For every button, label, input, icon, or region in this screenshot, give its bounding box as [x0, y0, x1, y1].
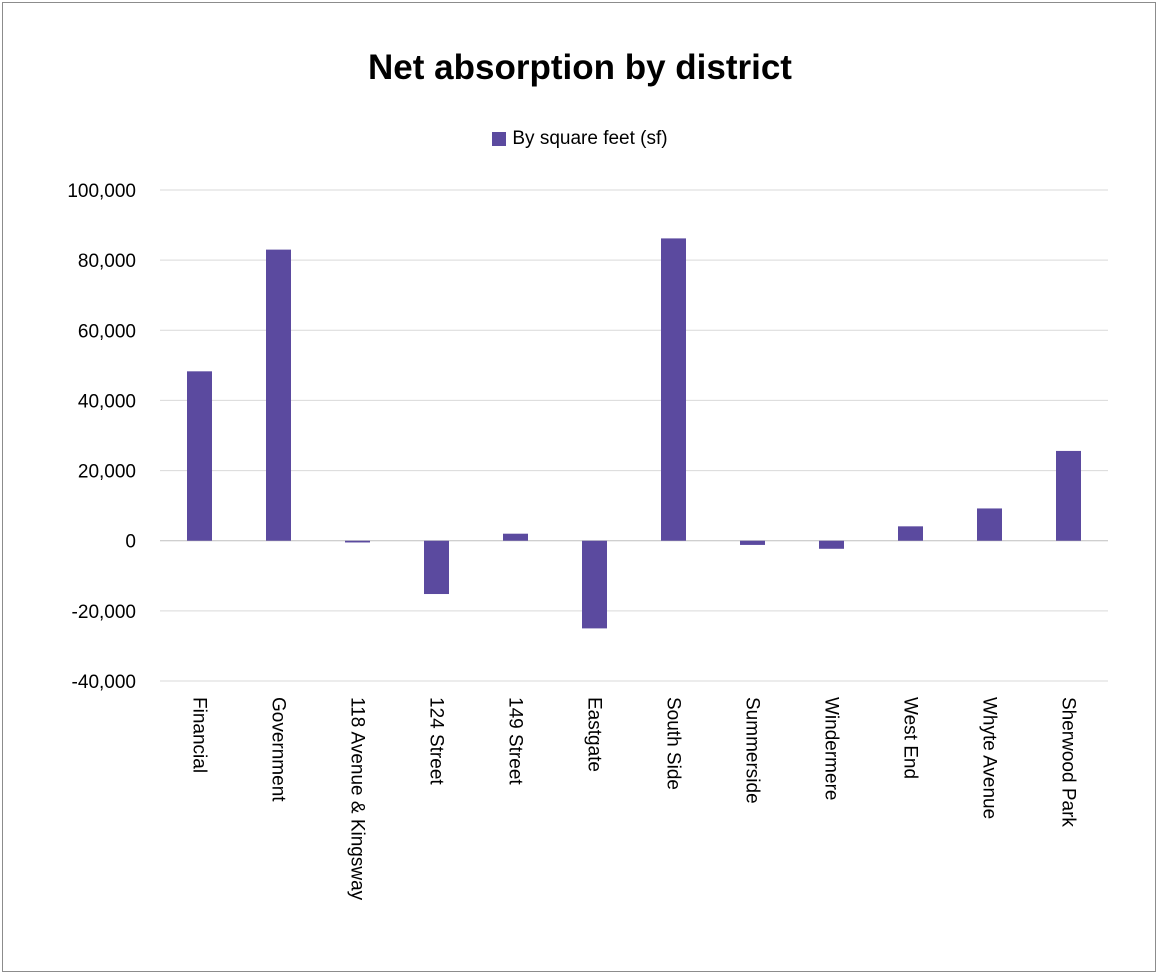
- x-tick-label: 124 Street: [426, 697, 447, 785]
- x-tick-label: Summerside: [742, 697, 763, 804]
- y-tick-label: 0: [125, 532, 136, 553]
- x-tick-label: South Side: [663, 697, 684, 790]
- y-tick-label: -40,000: [72, 672, 136, 693]
- bar-118-avenue-kingsway: [345, 541, 370, 543]
- bar-windermere: [819, 541, 844, 549]
- bar-149-street: [503, 534, 528, 541]
- bar-south-side: [661, 238, 686, 540]
- y-tick-label: 60,000: [78, 321, 136, 342]
- y-tick-label: 80,000: [78, 251, 136, 272]
- bar-government: [266, 250, 291, 541]
- bar-sherwood-park: [1056, 451, 1081, 541]
- bar-124-street: [424, 541, 449, 594]
- bar-summerside: [740, 541, 765, 545]
- bar-financial: [187, 371, 212, 540]
- x-tick-label: Government: [268, 697, 289, 802]
- x-tick-label: 149 Street: [505, 697, 526, 785]
- y-tick-label: 20,000: [78, 462, 136, 483]
- x-tick-label: Financial: [189, 697, 210, 773]
- bar-eastgate: [582, 541, 607, 629]
- x-tick-label: West End: [900, 697, 921, 779]
- y-tick-label: 40,000: [78, 391, 136, 412]
- x-tick-label: Windermere: [821, 697, 842, 800]
- x-tick-label: Eastgate: [584, 697, 605, 772]
- x-tick-label: Whyte Avenue: [979, 697, 1000, 819]
- y-tick-label: 100,000: [67, 181, 136, 202]
- x-tick-label: Sherwood Park: [1058, 697, 1079, 827]
- bar-whyte-avenue: [977, 508, 1002, 540]
- x-tick-label: 118 Avenue & Kingsway: [347, 697, 368, 901]
- y-tick-label: -20,000: [72, 602, 136, 623]
- bar-west-end: [898, 526, 923, 540]
